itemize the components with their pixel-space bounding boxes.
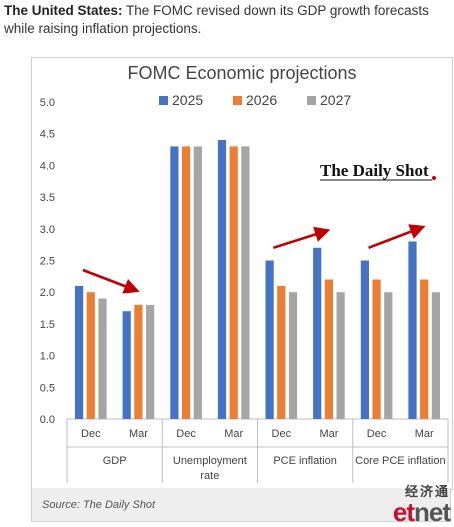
legend-swatch-2026 [233, 96, 242, 105]
brand-logo: The Daily Shot [320, 161, 429, 180]
y-tick-label: 0.0 [40, 414, 55, 426]
trend-arrow-1 [272, 226, 331, 250]
bar-2026-1 [134, 304, 143, 419]
intro-text: The United States: The FOMC revised down… [4, 2, 450, 38]
source-text: Source: The Daily Shot [42, 499, 156, 511]
intro-bold: The United States: [4, 3, 123, 18]
category-label: Mar [129, 428, 148, 440]
bar-2025-0 [75, 285, 84, 419]
group-label: Core PCE inflation [355, 455, 446, 467]
bar-2025-3 [217, 140, 227, 419]
chart-svg: FOMC Economic projections 2025 2026 2027 0.0… [40, 63, 449, 483]
bar-2027-2 [193, 146, 202, 419]
source-bar: Source: The Daily Shot [31, 488, 451, 522]
bar-2026-0 [86, 292, 95, 419]
bar-2026-5 [324, 279, 333, 419]
legend-swatch-2025 [159, 96, 168, 105]
bar-2027-4 [288, 292, 298, 419]
brand-dot [432, 176, 436, 180]
bar-2025-6 [360, 260, 369, 419]
category-label: Dec [176, 428, 196, 440]
y-tick-label: 4.5 [40, 129, 55, 141]
y-tick-label: 2.0 [40, 287, 55, 299]
bar-2027-0 [98, 298, 107, 419]
trend-arrow-0 [82, 268, 140, 294]
bar-2025-7 [408, 241, 417, 419]
y-tick-label: 1.0 [40, 351, 55, 363]
y-tick-label: 1.5 [40, 319, 55, 331]
bar-2025-5 [313, 247, 322, 419]
legend-label-2027: 2027 [320, 92, 351, 108]
y-tick-label: 3.0 [40, 224, 55, 236]
category-label: Dec [272, 428, 292, 440]
category-label: Dec [367, 428, 387, 440]
category-label: Mar [319, 428, 338, 440]
category-label: Mar [415, 428, 434, 440]
y-tick-label: 2.5 [40, 256, 55, 268]
intro-body: The FOMC revised down its GDP growth for… [4, 3, 429, 36]
legend-label-2025: 2025 [172, 92, 203, 108]
bar-2027-5 [336, 292, 345, 419]
chart-card: FOMC Economic projections 2025 2026 2027 0.0… [31, 57, 453, 490]
watermark-cn: 经济通 [404, 484, 450, 499]
y-tick-label: 5.0 [40, 97, 55, 109]
category-label: Dec [81, 428, 101, 440]
legend-swatch-2027 [307, 96, 316, 105]
bar-2025-4 [265, 260, 274, 419]
y-tick-label: 0.5 [40, 382, 55, 394]
bar-2027-3 [241, 146, 250, 419]
bar-2027-7 [431, 292, 440, 419]
bar-2026-2 [182, 146, 191, 419]
bar-2027-1 [146, 304, 155, 419]
bar-2025-2 [170, 146, 179, 419]
chart-title: FOMC Economic projections [127, 63, 356, 83]
group-label: PCE inflation [273, 455, 337, 467]
watermark-en: etnet [392, 497, 451, 527]
category-label: Mar [224, 428, 243, 440]
bar-2026-6 [372, 279, 381, 419]
bar-2026-7 [420, 279, 429, 419]
bar-2026-3 [229, 146, 238, 419]
group-label: GDP [103, 455, 127, 467]
watermark-net: net [414, 497, 451, 527]
watermark-et: et [392, 497, 415, 527]
etnet-watermark: 经济通 etnet [392, 481, 451, 527]
y-tick-label: 3.5 [40, 192, 55, 204]
legend-label-2026: 2026 [246, 92, 277, 108]
bar-2025-1 [122, 311, 131, 419]
bar-2027-6 [384, 292, 393, 419]
group-label: Unemployment [173, 455, 247, 467]
bar-2026-4 [277, 285, 286, 419]
y-tick-label: 4.0 [40, 160, 55, 172]
group-label: rate [200, 470, 219, 482]
trend-arrow-2 [368, 224, 426, 250]
